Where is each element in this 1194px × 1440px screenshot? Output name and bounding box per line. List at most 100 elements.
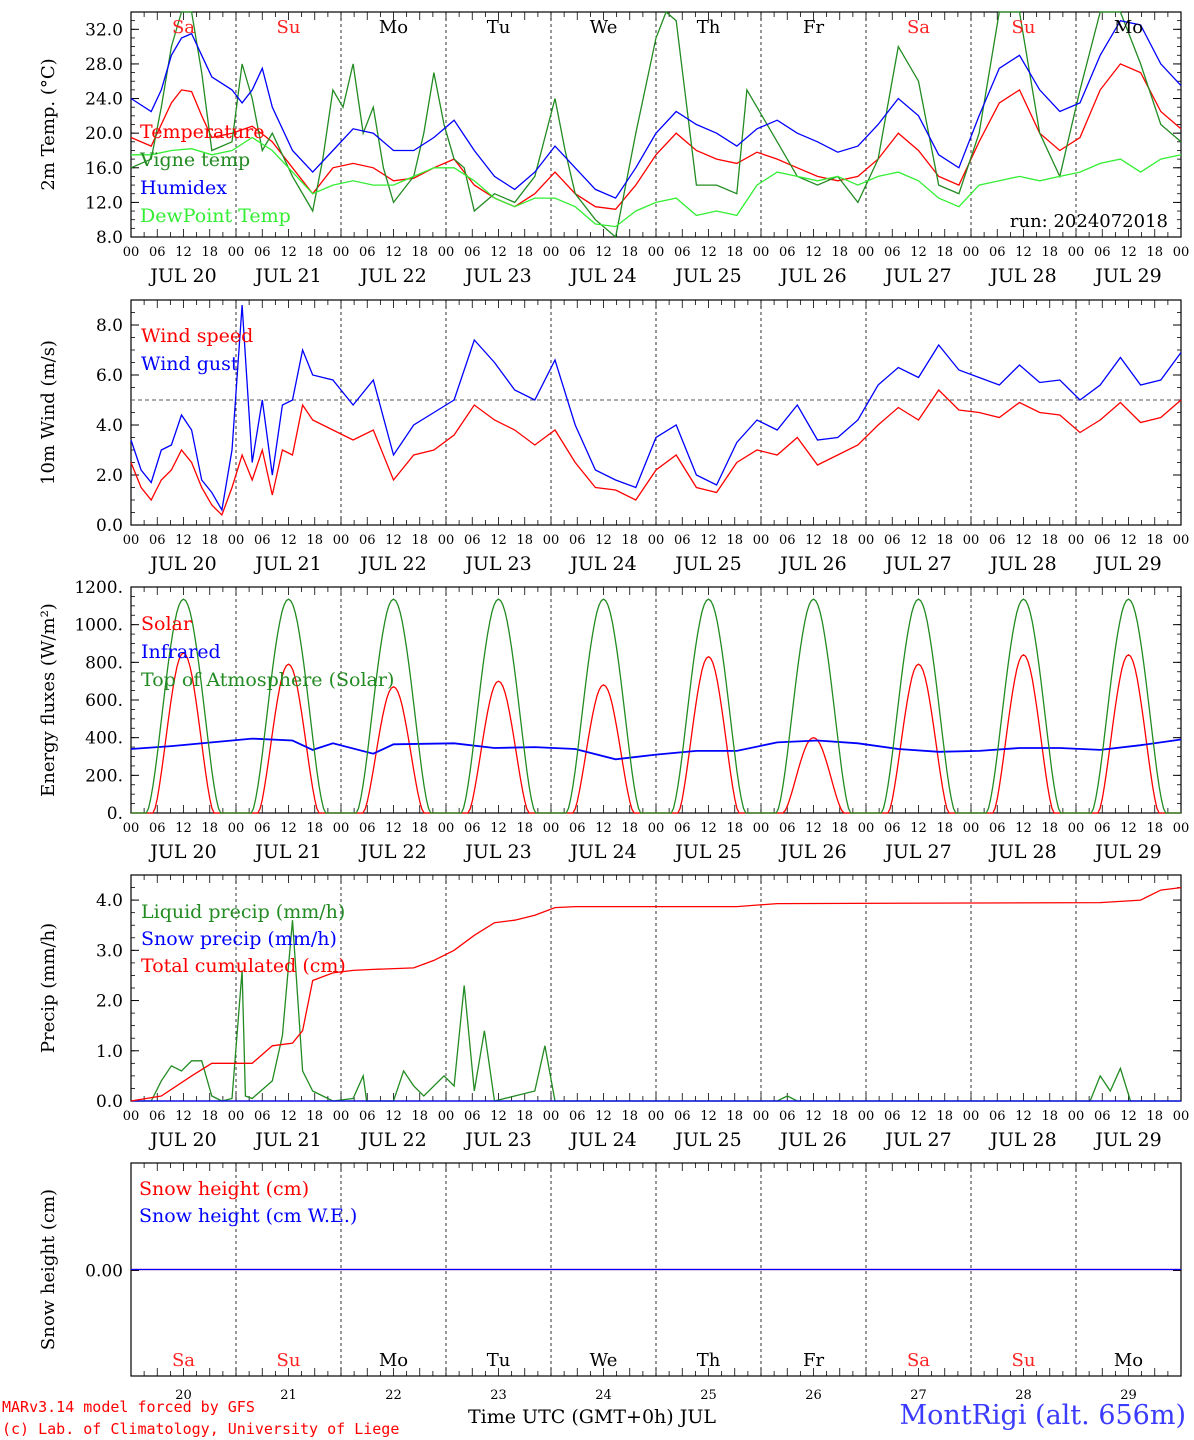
y-tick-label: 1000. xyxy=(74,616,123,636)
legend-entry: Snow precip (mm/h) xyxy=(141,928,337,950)
x-hour-label: 12 xyxy=(595,821,612,836)
x-hour-label: 06 xyxy=(149,245,166,260)
x-date-label: JUL 28 xyxy=(988,553,1056,575)
x-day-number: 23 xyxy=(490,1388,507,1403)
y-axis-label-precip: Precip (mm/h) xyxy=(38,923,59,1053)
x-hour-label: 06 xyxy=(674,245,691,260)
x-hour-label: 00 xyxy=(963,533,980,548)
legend-entry: Vigne temp xyxy=(139,149,250,171)
x-hour-label: 12 xyxy=(280,533,297,548)
x-hour-label: 00 xyxy=(123,821,140,836)
x-date-label: JUL 28 xyxy=(988,841,1056,863)
x-hour-label: 12 xyxy=(910,821,927,836)
x-hour-label: 06 xyxy=(254,1109,271,1124)
legend-entry: Total cumulated (cm) xyxy=(141,955,346,977)
x-day-number: 26 xyxy=(805,1388,822,1403)
x-date-label: JUL 21 xyxy=(253,265,321,287)
x-hour-label: 12 xyxy=(910,1109,927,1124)
x-hour-label: 00 xyxy=(438,821,455,836)
x-hour-label: 06 xyxy=(779,533,796,548)
x-day-number: 27 xyxy=(910,1388,927,1403)
x-hour-label: 18 xyxy=(936,1109,953,1124)
y-tick-label: 3.0 xyxy=(96,941,123,961)
x-hour-label: 00 xyxy=(1068,245,1085,260)
y-tick-label: 8.0 xyxy=(96,228,123,248)
day-of-week-label: Fr xyxy=(803,17,824,38)
x-date-label: JUL 24 xyxy=(568,265,636,287)
x-hour-label: 12 xyxy=(1015,533,1032,548)
x-hour-label: 18 xyxy=(1041,245,1058,260)
x-hour-label: 06 xyxy=(254,533,271,548)
x-hour-label: 06 xyxy=(989,821,1006,836)
x-hour-label: 12 xyxy=(175,1109,192,1124)
x-hour-label: 12 xyxy=(280,245,297,260)
day-of-week-label: Tu xyxy=(487,1350,511,1371)
x-date-label: JUL 22 xyxy=(358,265,426,287)
x-hour-label: 18 xyxy=(726,533,743,548)
x-date-label: JUL 23 xyxy=(463,553,531,575)
x-date-label: JUL 21 xyxy=(253,1129,321,1151)
x-date-label: JUL 22 xyxy=(358,1129,426,1151)
x-hour-label: 06 xyxy=(569,533,586,548)
x-hour-label: 00 xyxy=(753,1109,770,1124)
x-hour-label: 00 xyxy=(228,1109,245,1124)
x-hour-label: 06 xyxy=(359,245,376,260)
legend-entry: Infrared xyxy=(141,641,221,663)
x-hour-label: 06 xyxy=(884,1109,901,1124)
day-of-week-label: Sa xyxy=(172,17,195,38)
x-hour-label: 18 xyxy=(516,1109,533,1124)
y-tick-label: 600. xyxy=(85,691,123,711)
x-date-label: JUL 29 xyxy=(1093,841,1161,863)
x-hour-label: 06 xyxy=(359,533,376,548)
x-hour-label: 06 xyxy=(1094,533,1111,548)
x-hour-label: 12 xyxy=(385,1109,402,1124)
x-date-label: JUL 24 xyxy=(568,553,636,575)
x-date-label: JUL 27 xyxy=(883,1129,951,1151)
x-hour-label: 00 xyxy=(333,533,350,548)
x-day-number: 20 xyxy=(175,1388,192,1403)
x-hour-label: 00 xyxy=(1068,821,1085,836)
x-hour-label: 06 xyxy=(989,245,1006,260)
y-tick-label: 0.0 xyxy=(96,516,123,536)
x-hour-label: 06 xyxy=(1094,1109,1111,1124)
series-line-wind-speed xyxy=(130,388,1182,517)
x-hour-label: 18 xyxy=(831,533,848,548)
x-hour-label: 18 xyxy=(306,821,323,836)
x-date-label: JUL 26 xyxy=(778,553,846,575)
station-name: MontRigi (alt. 656m) xyxy=(899,1400,1186,1431)
day-of-week-label: Su xyxy=(277,17,301,38)
day-of-week-label: Th xyxy=(697,17,721,38)
x-hour-label: 00 xyxy=(1173,533,1190,548)
x-hour-label: 18 xyxy=(411,1109,428,1124)
x-hour-label: 18 xyxy=(411,533,428,548)
x-hour-label: 12 xyxy=(910,533,927,548)
x-hour-label: 12 xyxy=(1120,245,1137,260)
x-day-number: 29 xyxy=(1120,1388,1137,1403)
x-hour-label: 00 xyxy=(753,245,770,260)
x-hour-label: 12 xyxy=(700,245,717,260)
x-hour-label: 18 xyxy=(621,245,638,260)
x-hour-label: 12 xyxy=(175,533,192,548)
x-hour-label: 12 xyxy=(385,821,402,836)
x-hour-label: 12 xyxy=(805,821,822,836)
x-hour-label: 00 xyxy=(438,1109,455,1124)
series-line-temperature xyxy=(130,63,1182,210)
x-hour-label: 18 xyxy=(201,533,218,548)
x-date-label: JUL 20 xyxy=(148,841,216,863)
x-hour-label: 12 xyxy=(385,245,402,260)
x-hour-label: 00 xyxy=(543,1109,560,1124)
x-hour-label: 06 xyxy=(569,1109,586,1124)
x-date-label: JUL 27 xyxy=(883,841,951,863)
legend-entry: DewPoint Temp xyxy=(140,205,291,227)
x-hour-label: 18 xyxy=(621,1109,638,1124)
x-date-label: JUL 21 xyxy=(253,553,321,575)
x-hour-label: 18 xyxy=(306,1109,323,1124)
x-hour-label: 12 xyxy=(805,533,822,548)
x-hour-label: 06 xyxy=(674,533,691,548)
day-of-week-label: Sa xyxy=(907,17,930,38)
x-day-number: 25 xyxy=(700,1388,717,1403)
x-hour-label: 12 xyxy=(1120,1109,1137,1124)
x-hour-label: 06 xyxy=(464,1109,481,1124)
day-of-week-label: Sa xyxy=(172,1350,195,1371)
x-hour-label: 00 xyxy=(648,245,665,260)
